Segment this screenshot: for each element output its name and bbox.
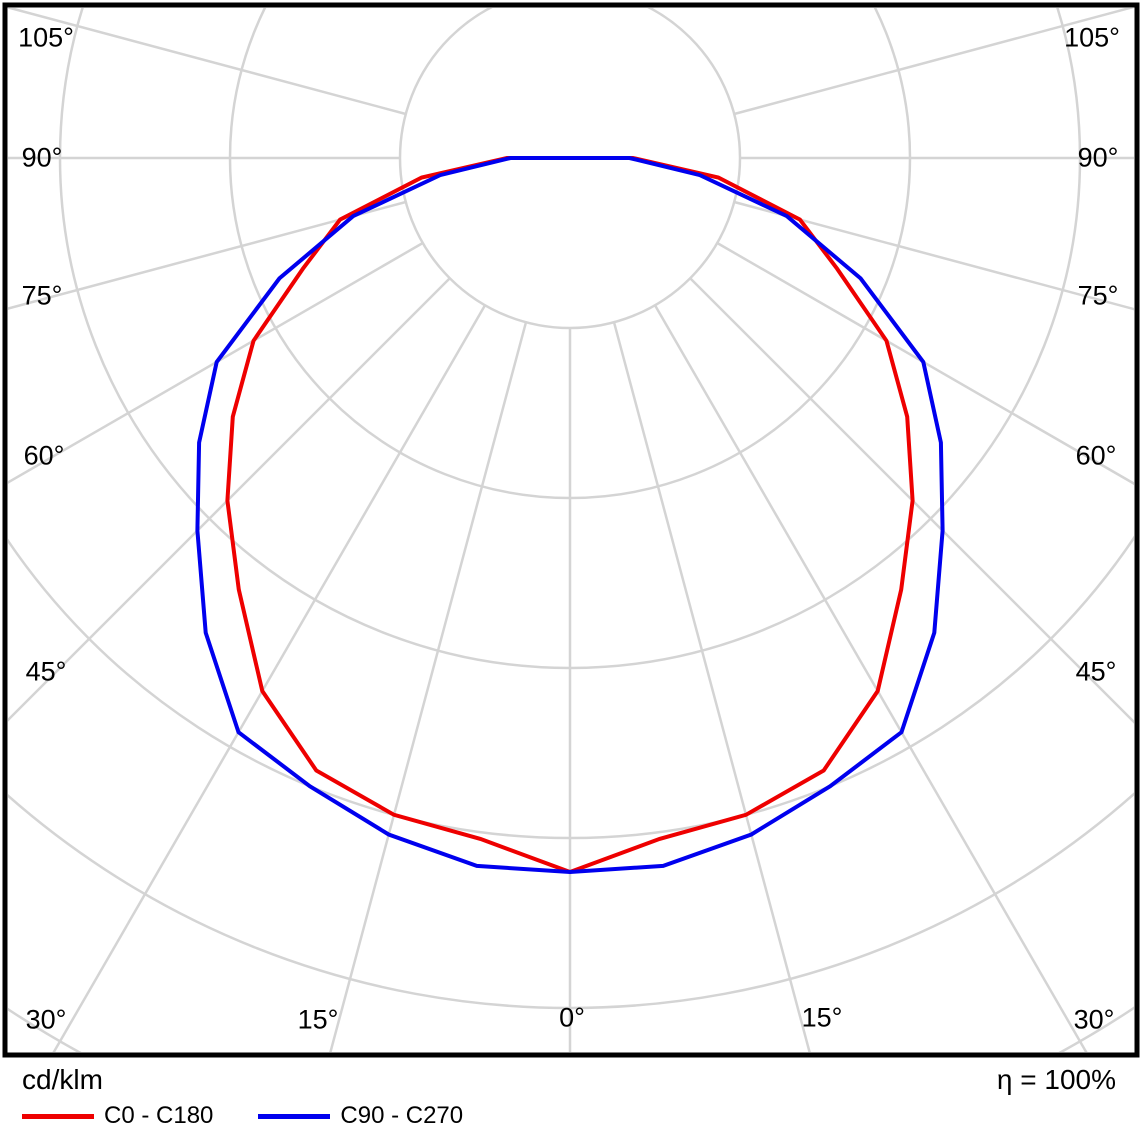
grid-spoke xyxy=(8,241,424,484)
polar-chart-canvas xyxy=(2,2,1140,1058)
grid-spoke xyxy=(52,304,487,1052)
grid-spoke xyxy=(8,200,407,310)
legend: C0 - C180 C90 - C270 xyxy=(22,1102,463,1130)
legend-label-c0-c180: C0 - C180 xyxy=(104,1102,214,1129)
curve-c90-c270 xyxy=(195,156,945,875)
efficiency-label: η = 100% xyxy=(996,1064,1116,1095)
grid-spoke xyxy=(329,321,528,1052)
grid-spoke xyxy=(8,277,451,722)
grid-spoke xyxy=(733,8,1134,116)
legend-item-c0-c180: C0 - C180 xyxy=(22,1102,213,1130)
legend-label-c90-c270: C90 - C270 xyxy=(340,1102,464,1129)
grid-spoke xyxy=(612,321,811,1052)
chart-footer: cd/klm η = 100% C0 - C180 C90 - C270 xyxy=(0,1060,1142,1132)
curve-c0-c180 xyxy=(225,156,915,875)
grid-spoke xyxy=(716,241,1134,486)
grid-spoke xyxy=(653,304,1088,1052)
grid-spoke xyxy=(8,8,407,116)
grid-spoke xyxy=(733,200,1134,311)
unit-label: cd/klm xyxy=(22,1064,103,1095)
plot-area xyxy=(8,8,1134,1052)
grid-ring xyxy=(398,8,742,330)
grid-spoke xyxy=(689,277,1134,724)
plot-border xyxy=(2,2,1140,1058)
legend-line-red-icon xyxy=(22,1113,94,1119)
legend-line-blue-icon xyxy=(258,1113,331,1119)
legend-item-c90-c270: C90 - C270 xyxy=(258,1102,463,1130)
